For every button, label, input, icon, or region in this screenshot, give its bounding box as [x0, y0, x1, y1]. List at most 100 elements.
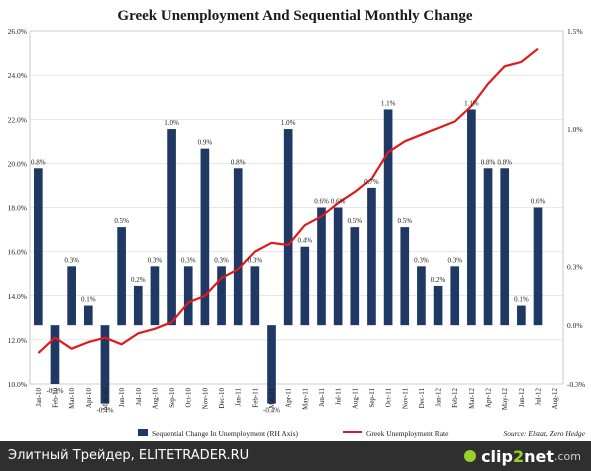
footer-bar: Элитный Трейдер, ELITETRADER.RU clip 2 net… [0, 441, 591, 471]
x-tick-label: Feb-11 [251, 388, 259, 408]
x-tick-label: Jun-12 [518, 388, 526, 408]
x-tick-label: Jun-11 [318, 388, 326, 407]
bar-data-label: 1.0% [281, 119, 296, 127]
bar-data-label: 0.5% [397, 217, 412, 225]
bar-data-label: 0.8% [481, 158, 496, 166]
chart-container: Greek Unemployment And Sequential Monthl… [8, 8, 586, 438]
bar [67, 266, 76, 326]
x-tick-label: May-12 [501, 388, 509, 411]
x-tick-label: Sep-11 [368, 388, 376, 408]
left-tick-label: 26.0% [8, 27, 27, 36]
bar-data-label: -0.4% [96, 407, 113, 415]
bar-data-label: 0.6% [314, 198, 329, 206]
x-tick-label: Jul-10 [135, 388, 143, 406]
logo-suffix: .com [554, 449, 581, 463]
chart-svg: Greek Unemployment And Sequential Monthl… [8, 8, 586, 438]
x-tick-label: May-11 [301, 388, 309, 410]
bar [133, 285, 143, 326]
bar [417, 266, 426, 326]
right-tick-label: -0.3% [567, 380, 585, 389]
x-tick-label: Mar-11 [268, 388, 276, 409]
bar-data-label: 0.9% [198, 139, 213, 147]
x-tick-label: Feb-10 [51, 388, 59, 408]
bar-data-label: 1.0% [164, 119, 179, 127]
chart-title: Greek Unemployment And Sequential Monthl… [117, 8, 473, 24]
bar [83, 305, 93, 326]
legend-swatch-bar [138, 429, 148, 436]
bar [450, 266, 460, 326]
bar [250, 266, 260, 326]
labels-layer: 0.8% -0.3% 0.3% 0.1% -0.4% 0.5% 0.2% 0.3% 1.0% 0.… [31, 99, 545, 414]
x-tick-label: Nov-10 [201, 388, 209, 410]
right-tick-label: 1.5% [567, 27, 583, 36]
bar-data-label: 0.5% [348, 217, 363, 225]
logo-num: 2 [512, 446, 525, 466]
bar-data-label: 0.2% [431, 276, 446, 284]
unemployment-rate-line [37, 47, 539, 354]
x-tick-label: Jan-10 [35, 388, 43, 407]
bar [333, 207, 343, 326]
left-tick-label: 14.0% [8, 292, 27, 301]
x-tick-label: Jun-10 [118, 388, 126, 408]
bar [483, 168, 493, 326]
bar-data-label: 0.1% [81, 296, 96, 304]
bar-data-label: -0.4% [263, 407, 280, 415]
x-tick-label: May-10 [101, 388, 109, 411]
left-tick-label: 22.0% [8, 115, 27, 124]
clip2net-logo[interactable]: clip 2 net .com [464, 446, 581, 466]
bar [50, 325, 60, 384]
bar [383, 109, 393, 326]
bar-data-label: 0.7% [364, 178, 379, 186]
x-tick-label: Apr-10 [85, 388, 93, 409]
bar [217, 266, 226, 326]
bar [367, 187, 376, 326]
bar-data-label: 0.3% [248, 256, 263, 264]
left-tick-label: 18.0% [8, 204, 27, 213]
x-tick-label: Oct-11 [385, 388, 393, 408]
logo-dot-icon [464, 450, 477, 462]
bar [233, 168, 243, 326]
bar-data-label: 0.1% [514, 296, 529, 304]
bar-data-label: 0.8% [497, 158, 512, 166]
bar [283, 129, 293, 326]
bar-data-label: 1.1% [381, 99, 396, 107]
bar-data-label: 0.2% [131, 276, 146, 284]
x-tick-label: Dec-10 [218, 388, 226, 409]
x-tick-label: Mar-12 [468, 388, 476, 409]
x-tick-label: Oct-10 [185, 388, 193, 408]
bar [467, 109, 476, 326]
bar-data-label: 0.3% [414, 256, 429, 264]
bar [150, 266, 160, 326]
bar-data-label: 0.6% [331, 198, 346, 206]
x-tick-label: Apr-11 [285, 388, 293, 408]
x-tick-label: Aug-12 [551, 388, 559, 410]
bar [117, 227, 126, 326]
bar-data-label: 0.8% [231, 158, 246, 166]
bar [517, 305, 526, 326]
bar-data-label: 0.5% [114, 217, 129, 225]
bar [33, 168, 43, 326]
logo-rest: net [524, 446, 554, 466]
bar [433, 285, 443, 326]
right-tick-label: 0.3% [567, 262, 583, 271]
bar-data-label: 0.3% [214, 256, 229, 264]
grid-layer [29, 30, 564, 385]
bar-data-label: 0.8% [31, 158, 46, 166]
line-layer [37, 47, 539, 354]
logo-main: clip [481, 446, 513, 466]
x-tick-label: Jul-12 [535, 388, 543, 406]
bar-data-label: 0.6% [531, 198, 546, 206]
left-tick-label: 20.0% [8, 159, 27, 168]
bar [300, 246, 310, 326]
bar [200, 148, 210, 326]
bar-data-label: 0.3% [447, 256, 462, 264]
bar [500, 168, 510, 326]
right-tick-label: 0.0% [567, 321, 583, 330]
x-tick-label: Dec-11 [418, 388, 426, 409]
x-tick-label: Mar-10 [68, 388, 76, 409]
bar-data-label: 0.3% [181, 256, 196, 264]
legend-label-line: Greek Unemployment Rate [366, 429, 449, 438]
bar-data-label: 0.3% [148, 256, 163, 264]
bar [183, 266, 193, 326]
right-tick-label: 1.0% [567, 125, 583, 134]
